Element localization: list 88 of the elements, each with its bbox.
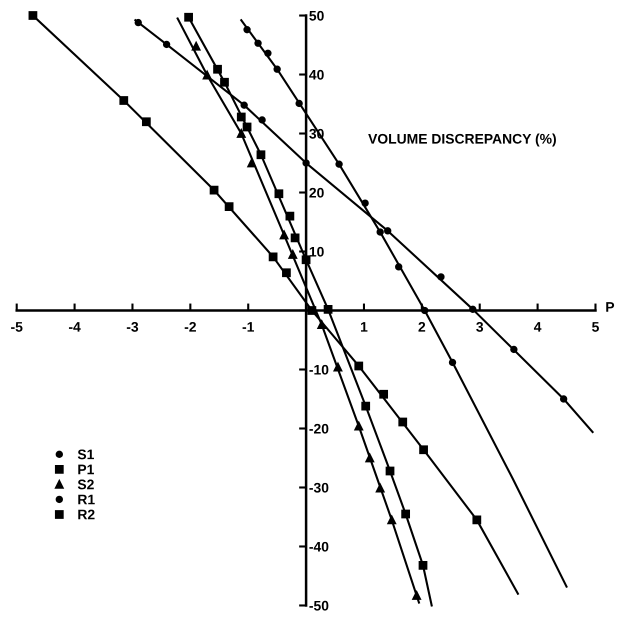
point xyxy=(472,516,482,524)
point xyxy=(236,129,246,138)
point xyxy=(365,454,374,462)
point xyxy=(308,306,316,315)
point xyxy=(317,320,326,330)
point xyxy=(202,70,212,80)
point xyxy=(376,484,385,492)
point xyxy=(354,422,364,431)
point xyxy=(560,395,568,403)
point xyxy=(387,516,396,524)
y-axis-title: VOLUME DISCREPANCY (%) xyxy=(368,134,556,146)
point xyxy=(213,64,222,74)
point xyxy=(256,150,266,160)
x-tick-label: 4 xyxy=(534,322,542,332)
y-tick-label: 20 xyxy=(309,188,324,198)
y-tick-label: -40 xyxy=(309,542,328,552)
point xyxy=(418,560,428,570)
point xyxy=(334,362,342,372)
point xyxy=(288,250,298,259)
point xyxy=(324,304,332,314)
point xyxy=(302,255,310,264)
point xyxy=(184,12,193,22)
point xyxy=(290,234,300,242)
point xyxy=(220,78,229,87)
point xyxy=(295,100,303,108)
point xyxy=(240,102,248,109)
point xyxy=(510,346,518,354)
y-tick-label: -50 xyxy=(309,600,328,611)
point xyxy=(386,466,394,476)
point xyxy=(395,263,402,271)
x-tick-label: -5 xyxy=(11,322,22,332)
point xyxy=(280,230,288,240)
point xyxy=(247,158,256,168)
point xyxy=(448,358,456,366)
x-tick-label: -2 xyxy=(184,322,196,332)
x-tick-label: -1 xyxy=(242,322,254,332)
legend-label: R2 xyxy=(78,510,95,520)
point xyxy=(264,50,272,57)
y-tick-label: 10 xyxy=(310,246,324,257)
point xyxy=(254,40,262,47)
point xyxy=(302,159,310,167)
legend-label: S2 xyxy=(78,480,94,490)
point xyxy=(335,160,343,168)
point xyxy=(224,202,234,212)
y-tick-label: -30 xyxy=(309,482,328,493)
point xyxy=(401,510,410,518)
point xyxy=(274,189,284,198)
legend-label: R1 xyxy=(78,494,95,504)
y-tick-label: 40 xyxy=(309,70,324,80)
x-tick-label: -4 xyxy=(68,322,81,332)
point xyxy=(28,11,38,20)
point xyxy=(258,116,266,124)
x-tick-label: 3 xyxy=(476,322,484,332)
point xyxy=(354,362,364,370)
y-tick-label: -20 xyxy=(309,424,328,434)
x-tick-label: 1 xyxy=(360,322,368,332)
legend-label: S1 xyxy=(78,449,94,460)
point xyxy=(361,402,370,410)
point xyxy=(162,40,170,48)
point xyxy=(421,306,428,314)
point xyxy=(210,186,218,195)
point xyxy=(142,117,151,126)
point xyxy=(398,418,408,426)
point xyxy=(412,591,422,600)
point xyxy=(242,122,252,132)
point xyxy=(379,390,388,399)
point xyxy=(192,42,201,51)
point xyxy=(268,252,278,262)
point xyxy=(376,228,384,236)
point xyxy=(282,268,291,278)
x-tick-label: -3 xyxy=(126,322,138,332)
point xyxy=(273,66,281,73)
y-tick-label: -10 xyxy=(309,364,328,375)
x-tick-label: 2 xyxy=(418,322,426,332)
point xyxy=(437,273,445,281)
point xyxy=(236,112,246,122)
point xyxy=(361,199,369,207)
point xyxy=(119,96,128,105)
point xyxy=(469,306,476,313)
legend-label: P1 xyxy=(78,464,94,474)
point xyxy=(286,212,294,220)
point xyxy=(419,445,428,454)
point xyxy=(243,26,251,34)
point xyxy=(384,227,392,235)
y-tick-label: 50 xyxy=(309,10,324,21)
x-axis-title: P xyxy=(606,302,614,312)
x-tick-label: 5 xyxy=(592,322,599,332)
point xyxy=(134,18,142,26)
